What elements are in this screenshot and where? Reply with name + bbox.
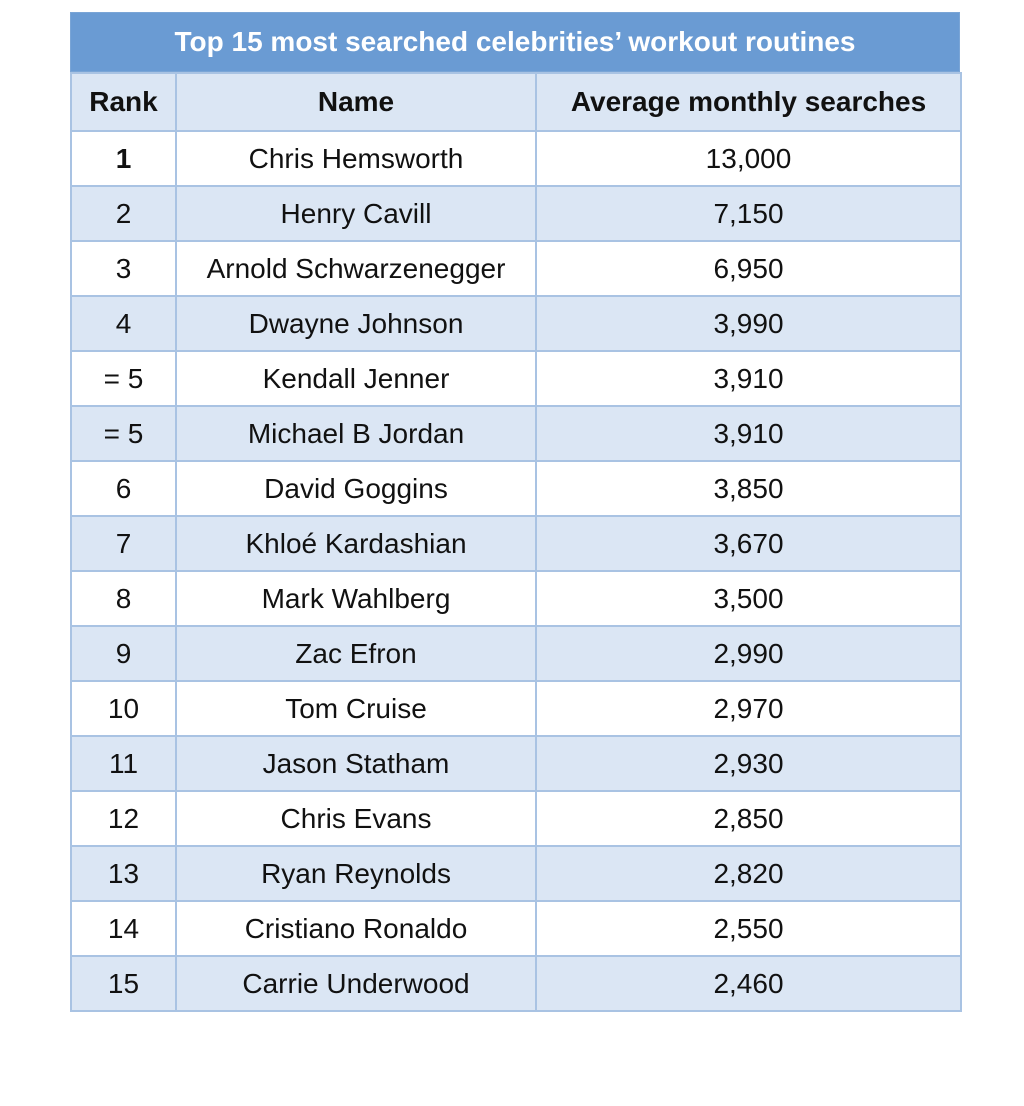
table-row: 13 Ryan Reynolds 2,820 — [70, 845, 962, 902]
table-row: = 5 Kendall Jenner 3,910 — [70, 350, 962, 407]
table-body: 1 Chris Hemsworth 13,000 2 Henry Cavill 7,150… — [70, 130, 962, 1012]
column-header-searches: Average monthly searches — [535, 72, 962, 132]
searches-cell: 3,850 — [535, 460, 962, 517]
rank-cell: 1 — [70, 130, 177, 187]
table-row: 3 Arnold Schwarzenegger 6,950 — [70, 240, 962, 297]
rank-cell: 2 — [70, 185, 177, 242]
name-cell: Chris Hemsworth — [175, 130, 537, 187]
searches-cell: 3,910 — [535, 350, 962, 407]
table-row: 8 Mark Wahlberg 3,500 — [70, 570, 962, 627]
column-header-rank: Rank — [70, 72, 177, 132]
column-header-name: Name — [175, 72, 537, 132]
table-row: 2 Henry Cavill 7,150 — [70, 185, 962, 242]
table-row: 11 Jason Statham 2,930 — [70, 735, 962, 792]
rank-cell: 7 — [70, 515, 177, 572]
table-title: Top 15 most searched celebrities’ workou… — [70, 12, 960, 72]
table-row: 15 Carrie Underwood 2,460 — [70, 955, 962, 1012]
name-cell: Mark Wahlberg — [175, 570, 537, 627]
rank-cell: 12 — [70, 790, 177, 847]
name-cell: Zac Efron — [175, 625, 537, 682]
table-row: 6 David Goggins 3,850 — [70, 460, 962, 517]
rank-cell: 6 — [70, 460, 177, 517]
name-cell: Carrie Underwood — [175, 955, 537, 1012]
searches-cell: 3,500 — [535, 570, 962, 627]
searches-cell: 2,820 — [535, 845, 962, 902]
searches-cell: 7,150 — [535, 185, 962, 242]
table-row: 4 Dwayne Johnson 3,990 — [70, 295, 962, 352]
searches-cell: 2,850 — [535, 790, 962, 847]
name-cell: Dwayne Johnson — [175, 295, 537, 352]
name-cell: Khloé Kardashian — [175, 515, 537, 572]
name-cell: Michael B Jordan — [175, 405, 537, 462]
table-row: 1 Chris Hemsworth 13,000 — [70, 130, 962, 187]
rank-cell: 13 — [70, 845, 177, 902]
header-row: Rank Name Average monthly searches — [70, 72, 962, 132]
table-row: 7 Khloé Kardashian 3,670 — [70, 515, 962, 572]
searches-cell: 6,950 — [535, 240, 962, 297]
name-cell: Henry Cavill — [175, 185, 537, 242]
rank-cell: 4 — [70, 295, 177, 352]
searches-cell: 3,670 — [535, 515, 962, 572]
searches-cell: 3,990 — [535, 295, 962, 352]
rank-cell: = 5 — [70, 350, 177, 407]
rank-cell: 3 — [70, 240, 177, 297]
rank-cell: 14 — [70, 900, 177, 957]
ranking-table: Rank Name Average monthly searches 1 Chri… — [70, 72, 962, 1012]
table-row: 14 Cristiano Ronaldo 2,550 — [70, 900, 962, 957]
searches-cell: 2,970 — [535, 680, 962, 737]
table-row: = 5 Michael B Jordan 3,910 — [70, 405, 962, 462]
rank-cell: 15 — [70, 955, 177, 1012]
rank-cell: 10 — [70, 680, 177, 737]
rank-cell: 9 — [70, 625, 177, 682]
name-cell: Jason Statham — [175, 735, 537, 792]
searches-cell: 2,930 — [535, 735, 962, 792]
name-cell: David Goggins — [175, 460, 537, 517]
workout-searches-table: Top 15 most searched celebrities’ workou… — [70, 12, 962, 1012]
searches-cell: 2,460 — [535, 955, 962, 1012]
name-cell: Arnold Schwarzenegger — [175, 240, 537, 297]
searches-cell: 2,990 — [535, 625, 962, 682]
name-cell: Tom Cruise — [175, 680, 537, 737]
name-cell: Cristiano Ronaldo — [175, 900, 537, 957]
rank-cell: 11 — [70, 735, 177, 792]
table-row: 10 Tom Cruise 2,970 — [70, 680, 962, 737]
searches-cell: 3,910 — [535, 405, 962, 462]
table-row: 9 Zac Efron 2,990 — [70, 625, 962, 682]
name-cell: Ryan Reynolds — [175, 845, 537, 902]
table-row: 12 Chris Evans 2,850 — [70, 790, 962, 847]
name-cell: Chris Evans — [175, 790, 537, 847]
searches-cell: 13,000 — [535, 130, 962, 187]
rank-cell: = 5 — [70, 405, 177, 462]
name-cell: Kendall Jenner — [175, 350, 537, 407]
rank-cell: 8 — [70, 570, 177, 627]
searches-cell: 2,550 — [535, 900, 962, 957]
